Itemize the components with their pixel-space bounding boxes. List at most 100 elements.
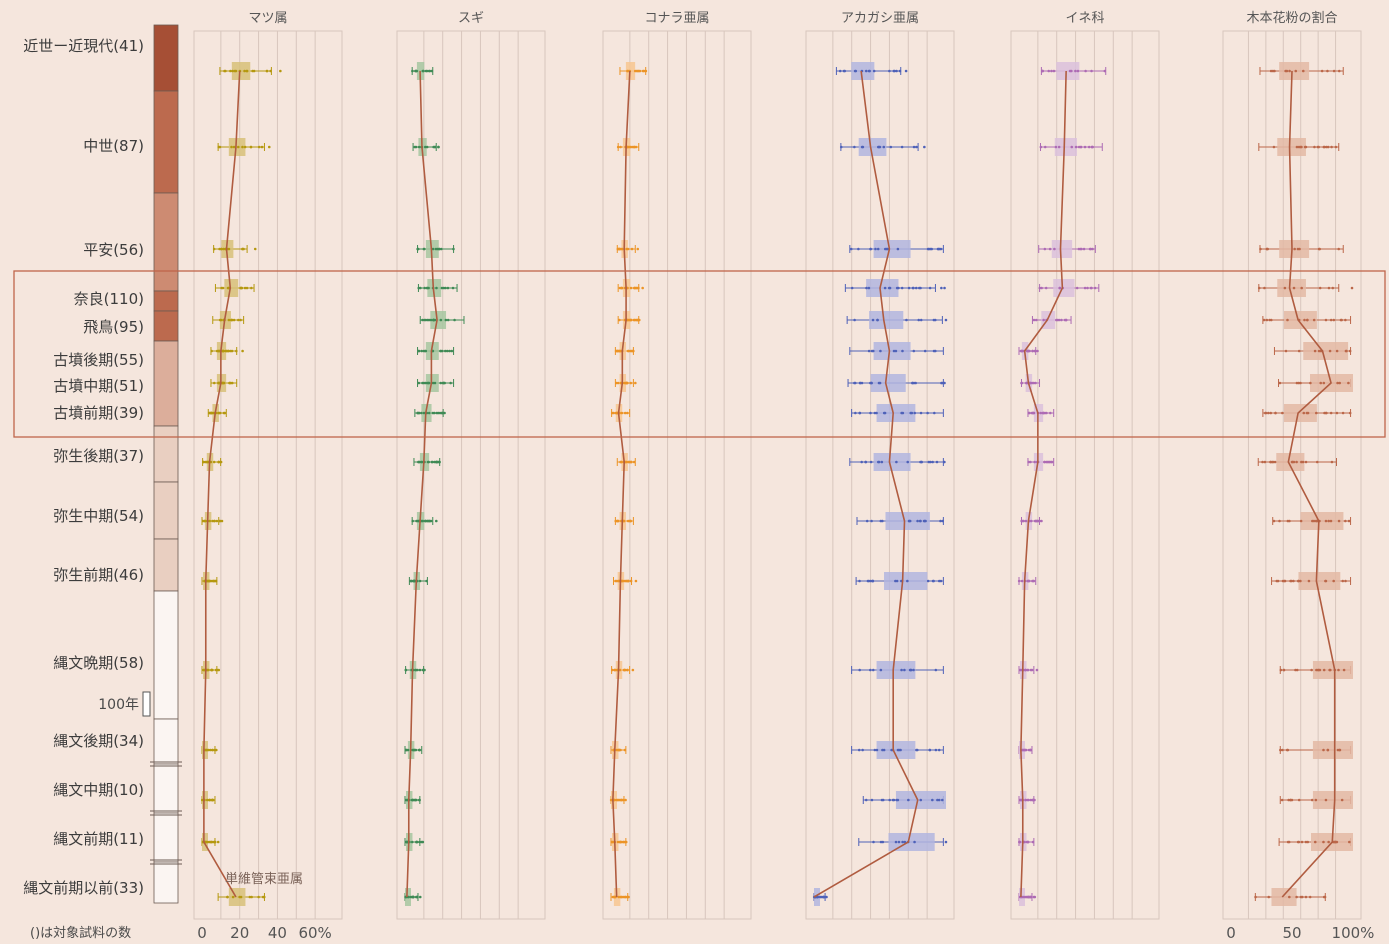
sample-dot xyxy=(441,381,445,385)
sample-dot xyxy=(625,381,628,385)
sample-dot xyxy=(1262,318,1266,322)
sample-dot xyxy=(422,247,426,251)
period-label: 古墳中期(51) xyxy=(53,377,144,395)
sample-dot xyxy=(212,460,216,464)
box xyxy=(876,404,916,422)
panel-pinus: マツ属 0 20 40 60% xyxy=(193,11,343,942)
sample-dot xyxy=(895,69,898,73)
sample-dot xyxy=(1039,411,1043,415)
panel-frame xyxy=(1222,30,1362,920)
sample-dot xyxy=(423,318,426,322)
sample-dot xyxy=(1254,895,1257,899)
sample-dot xyxy=(853,318,856,322)
sample-dot xyxy=(854,411,857,415)
sample-dot xyxy=(871,579,875,583)
sample-dot xyxy=(906,579,909,583)
sample-dot xyxy=(218,318,222,322)
sample-dot xyxy=(411,519,415,523)
sample-dot xyxy=(869,460,873,464)
sample-dot xyxy=(914,286,918,290)
sample-dot xyxy=(257,145,261,149)
sample-dot xyxy=(895,579,899,583)
sample-dot xyxy=(1340,798,1344,802)
sample-dot xyxy=(901,840,904,844)
sample-dot xyxy=(919,411,923,415)
sample-dot xyxy=(204,460,207,464)
sample-dot xyxy=(423,145,427,149)
sample-dot xyxy=(208,519,211,523)
sample-dot xyxy=(423,286,426,290)
sample-dot xyxy=(627,895,630,899)
sample-dot xyxy=(1028,895,1031,899)
sample-dot xyxy=(1288,69,1291,73)
sample-dot xyxy=(1042,318,1045,322)
sample-dot xyxy=(425,145,429,149)
sample-dot xyxy=(1344,318,1347,322)
sample-dot xyxy=(444,286,447,290)
sample-dot xyxy=(1338,748,1342,752)
sample-dot xyxy=(1330,460,1334,464)
sample-dot xyxy=(1300,840,1304,844)
sample-dot xyxy=(248,895,252,899)
chrono-segment xyxy=(153,590,179,720)
sample-dot xyxy=(888,69,891,73)
sample-dot xyxy=(1326,69,1329,73)
sample-dot xyxy=(241,349,244,353)
sample-dot xyxy=(1269,460,1272,464)
sample-dot xyxy=(1026,840,1030,844)
sample-dot xyxy=(1336,381,1339,385)
sample-dot xyxy=(229,69,232,73)
sample-dot xyxy=(437,145,440,149)
sample-dot xyxy=(1054,145,1058,149)
sample-dot xyxy=(1337,519,1341,523)
sample-dot xyxy=(1296,840,1300,844)
chrono-segment xyxy=(153,861,179,904)
sample-dot xyxy=(905,318,908,322)
sample-dot xyxy=(943,460,946,464)
sample-dot xyxy=(941,381,944,385)
sample-dot xyxy=(917,286,921,290)
sample-dot xyxy=(1048,460,1051,464)
sample-dot xyxy=(936,798,939,802)
sample-dot xyxy=(431,381,435,385)
sample-dot xyxy=(893,69,896,73)
sample-dot xyxy=(1040,519,1043,523)
sample-dot xyxy=(1292,579,1295,583)
sample-dot xyxy=(872,69,876,73)
sample-dot xyxy=(1332,579,1335,583)
sample-dot xyxy=(613,895,617,899)
sample-dot xyxy=(1035,668,1039,672)
sample-dot xyxy=(919,318,923,322)
sample-dot xyxy=(1030,411,1034,415)
sample-dot xyxy=(1070,69,1073,73)
sample-dot xyxy=(1317,247,1321,251)
chrono-segment xyxy=(153,290,179,312)
sample-dot xyxy=(881,748,884,752)
sample-dot xyxy=(929,247,932,251)
sample-dot xyxy=(879,349,882,353)
sample-dot xyxy=(623,748,627,752)
sample-dot xyxy=(228,381,232,385)
sample-dot xyxy=(451,286,455,290)
sample-dot xyxy=(245,286,249,290)
sample-dot xyxy=(1269,69,1273,73)
sample-dot xyxy=(1074,145,1078,149)
century-scale-bar xyxy=(142,691,151,717)
median-line xyxy=(813,70,919,898)
period-label: 縄文後期(34) xyxy=(53,732,144,750)
period-label: 奈良(110) xyxy=(74,290,144,308)
sample-dot xyxy=(620,286,624,290)
sample-dot xyxy=(1024,668,1027,672)
sample-dot xyxy=(1333,840,1337,844)
sample-dot xyxy=(422,411,426,415)
box xyxy=(613,888,621,906)
sample-dot xyxy=(892,349,896,353)
sample-dot xyxy=(221,286,225,290)
sample-dot xyxy=(1020,519,1023,523)
sample-dot xyxy=(1093,286,1097,290)
sample-dot xyxy=(943,381,946,385)
sample-dot xyxy=(249,145,253,149)
sample-dot xyxy=(907,519,911,523)
sample-dot xyxy=(940,286,943,290)
sample-dot xyxy=(1090,286,1093,290)
